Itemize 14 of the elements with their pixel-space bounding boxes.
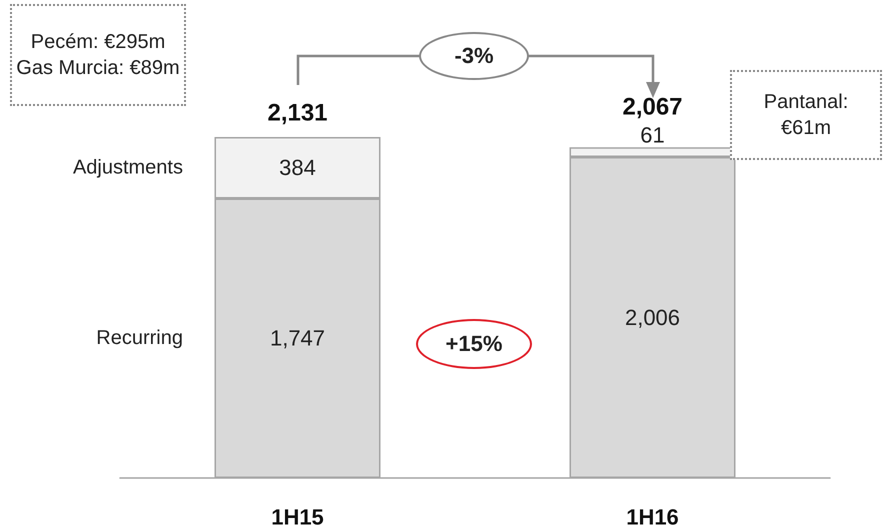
x-tick-label: 1H15 bbox=[271, 504, 324, 530]
callout-box: Pantanal: €61m bbox=[730, 70, 882, 160]
oval: +15% bbox=[416, 319, 532, 369]
callout-box: Pecém: €295m Gas Murcia: €89m bbox=[10, 4, 186, 106]
data-label: 61 bbox=[640, 122, 665, 148]
data-label: 1,747 bbox=[270, 326, 326, 351]
series-label: Recurring bbox=[96, 327, 183, 350]
data-label: 384 bbox=[279, 155, 316, 180]
total-label: 2,067 bbox=[622, 94, 683, 121]
data-label: 2,006 bbox=[624, 305, 680, 330]
oval: -3% bbox=[419, 32, 529, 80]
total-label: 2,131 bbox=[267, 100, 328, 126]
x-tick-label: 1H16 bbox=[626, 504, 679, 530]
series-label: Adjustments bbox=[72, 156, 183, 179]
